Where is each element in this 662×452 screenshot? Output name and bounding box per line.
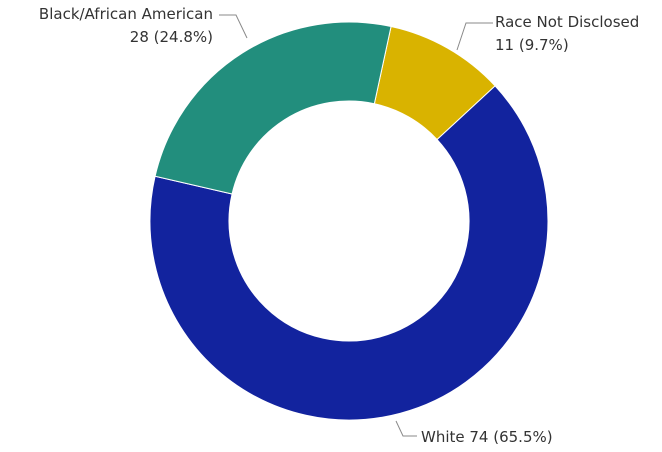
donut-slices bbox=[149, 21, 549, 421]
leader-line-not-disclosed bbox=[456, 22, 493, 51]
label-white: White 74 (65.5%) bbox=[421, 428, 553, 446]
slice-black-african-american[interactable] bbox=[154, 21, 392, 195]
label-black-african-american-name: Black/African American bbox=[39, 5, 213, 23]
slice-white[interactable] bbox=[149, 85, 549, 421]
leader-line-white bbox=[395, 420, 417, 437]
label-race-not-disclosed-value: 11 (9.7%) bbox=[495, 36, 569, 54]
leader-line-black bbox=[219, 14, 248, 39]
label-race-not-disclosed-name: Race Not Disclosed bbox=[495, 13, 639, 31]
label-black-african-american-value: 28 (24.8%) bbox=[130, 28, 213, 46]
